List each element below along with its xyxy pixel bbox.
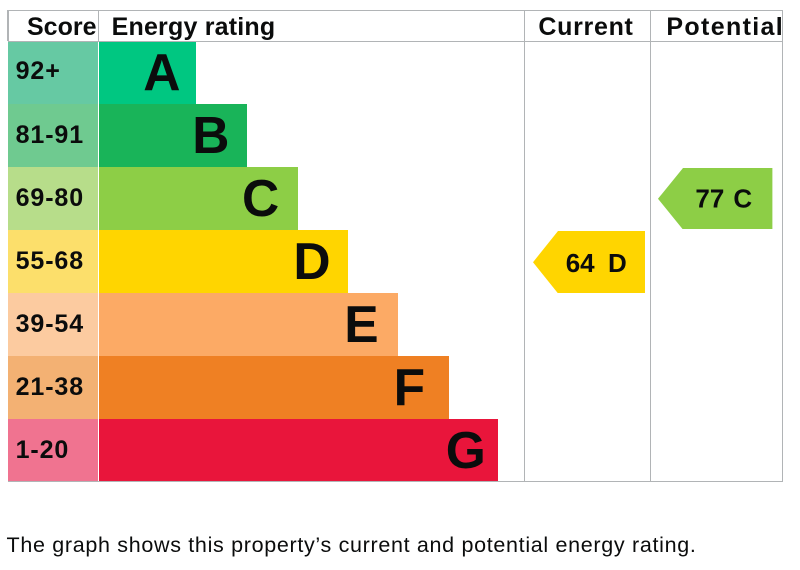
svg-text:77: 77 (696, 183, 725, 213)
svg-text:64: 64 (566, 248, 595, 278)
svg-text:D: D (608, 248, 627, 278)
svg-text:C: C (734, 183, 753, 213)
